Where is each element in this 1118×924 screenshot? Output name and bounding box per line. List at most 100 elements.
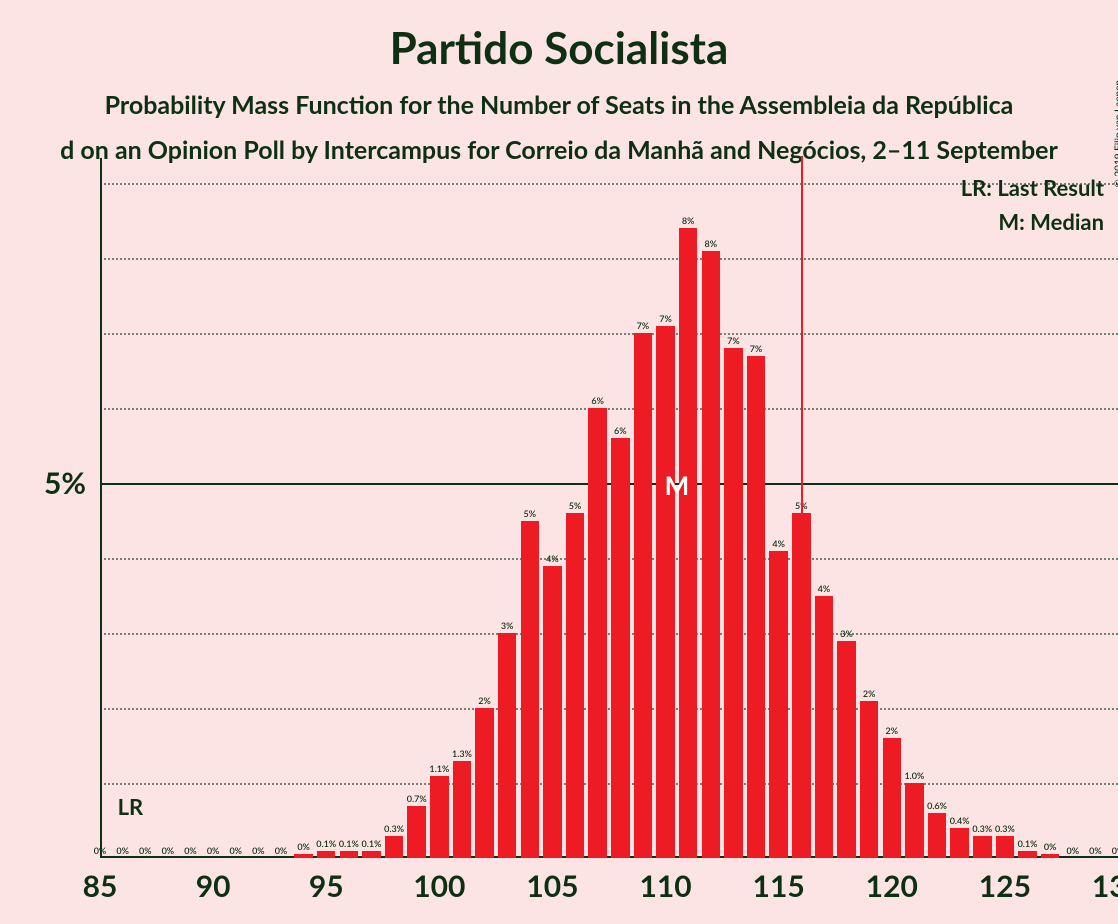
pmf-bar-label: 0% xyxy=(1112,845,1118,858)
x-axis-label: 85 xyxy=(83,858,118,904)
pmf-bar: 6% xyxy=(611,438,630,858)
pmf-bar-label: 4% xyxy=(772,538,785,551)
pmf-bar-label: 0% xyxy=(297,841,310,854)
pmf-bar-label: 2% xyxy=(886,725,899,738)
pmf-bar-label: 2% xyxy=(863,688,876,701)
x-axis-label: 95 xyxy=(309,858,344,904)
pmf-bar-label: 5% xyxy=(569,500,582,513)
pmf-bar-label: 0% xyxy=(1066,845,1079,858)
pmf-bar-label: 0.3% xyxy=(384,823,404,836)
legend-last-result: LR: Last Result xyxy=(961,174,1104,201)
pmf-bar-label: 1.3% xyxy=(452,748,472,761)
pmf-bar: 7% xyxy=(724,348,743,858)
pmf-chart: 5%8590951001051101151201251300%0%0%0%0%0… xyxy=(100,168,1118,858)
pmf-bar: 0% xyxy=(294,854,313,858)
chart-subtitle-2: d on an Opinion Poll by Intercampus for … xyxy=(0,135,1118,165)
pmf-bar-label: 5% xyxy=(524,508,537,521)
pmf-bar: 2% xyxy=(475,708,494,858)
pmf-bar: 0.1% xyxy=(317,851,336,859)
legend-median: M: Median xyxy=(998,208,1104,235)
pmf-bar: 3% xyxy=(498,633,517,858)
gridline xyxy=(100,408,1118,410)
pmf-bar-label: 3% xyxy=(501,620,514,633)
pmf-bar: 0.6% xyxy=(928,813,947,858)
pmf-bar-label: 0.1% xyxy=(362,838,382,851)
lr-marker-label: LR xyxy=(118,793,144,820)
x-axis-label: 120 xyxy=(866,858,918,904)
pmf-bar: 2% xyxy=(883,738,902,858)
x-axis-label: 100 xyxy=(413,858,465,904)
pmf-bar-label: 0% xyxy=(162,845,175,858)
pmf-bar-label: 0.6% xyxy=(927,800,947,813)
gridline xyxy=(100,633,1118,635)
pmf-bar-label: 0.3% xyxy=(995,823,1015,836)
pmf-bar-label: 0% xyxy=(275,845,288,858)
pmf-bar-label: 7% xyxy=(659,313,672,326)
pmf-bar: 8% xyxy=(679,228,698,858)
pmf-bar-label: 0.1% xyxy=(316,838,336,851)
vertical-marker xyxy=(801,156,803,858)
median-marker-label: M xyxy=(665,469,690,501)
pmf-bar-label: 7% xyxy=(750,343,763,356)
pmf-bar-label: 4% xyxy=(818,583,831,596)
x-axis-label: 125 xyxy=(979,858,1031,904)
pmf-bar-label: 7% xyxy=(637,320,650,333)
pmf-bar-label: 0% xyxy=(1044,841,1057,854)
gridline xyxy=(100,333,1118,335)
pmf-bar: 1.0% xyxy=(905,783,924,858)
gridline xyxy=(100,558,1118,560)
pmf-bar: 5% xyxy=(566,513,585,858)
pmf-bar-label: 4% xyxy=(546,553,559,566)
pmf-bar-label: 7% xyxy=(727,335,740,348)
y-axis-label: 5% xyxy=(44,465,100,501)
x-axis-label: 105 xyxy=(526,858,578,904)
pmf-bar: 4% xyxy=(769,551,788,859)
pmf-bar-label: 1.1% xyxy=(429,763,449,776)
pmf-bar: 2% xyxy=(860,701,879,859)
pmf-bar-label: 6% xyxy=(614,425,627,438)
pmf-bar: 6% xyxy=(588,408,607,858)
chart-subtitle-1: Probability Mass Function for the Number… xyxy=(0,90,1118,120)
pmf-bar-label: 0.7% xyxy=(407,793,427,806)
pmf-bar-label: 0.3% xyxy=(972,823,992,836)
x-axis-label: 90 xyxy=(196,858,231,904)
pmf-bar: 7% xyxy=(656,326,675,859)
pmf-bar: 8% xyxy=(702,251,721,859)
gridline xyxy=(100,708,1118,710)
pmf-bar-label: 0% xyxy=(139,845,152,858)
pmf-bar: 0.3% xyxy=(973,836,992,859)
pmf-bar-label: 0% xyxy=(207,845,220,858)
x-axis-label: 130 xyxy=(1092,858,1118,904)
pmf-bar-label: 8% xyxy=(705,238,718,251)
pmf-bar-label: 0.1% xyxy=(339,838,359,851)
pmf-bar-label: 0% xyxy=(94,845,107,858)
pmf-bar: 0.1% xyxy=(362,851,381,859)
pmf-bar: 0.1% xyxy=(1018,851,1037,859)
pmf-bar-label: 2% xyxy=(478,695,491,708)
pmf-bar: 0.3% xyxy=(996,836,1015,859)
pmf-bar-label: 0% xyxy=(229,845,242,858)
pmf-bar-label: 6% xyxy=(591,395,604,408)
pmf-bar: 1.3% xyxy=(453,761,472,859)
pmf-bar-label: 3% xyxy=(840,628,853,641)
pmf-bar-label: 1.0% xyxy=(904,770,924,783)
pmf-bar: 0.1% xyxy=(340,851,359,859)
pmf-bar: 1.1% xyxy=(430,776,449,859)
gridline xyxy=(100,258,1118,260)
pmf-bar-label: 0% xyxy=(184,845,197,858)
pmf-bar: 0.3% xyxy=(385,836,404,859)
pmf-bar: 0% xyxy=(1041,854,1060,858)
gridline xyxy=(100,483,1118,485)
pmf-bar: 7% xyxy=(634,333,653,858)
pmf-bar: 0.7% xyxy=(407,806,426,859)
y-axis-line xyxy=(100,158,102,858)
x-axis-label: 110 xyxy=(639,858,691,904)
pmf-bar-label: 0% xyxy=(1089,845,1102,858)
pmf-bar: 4% xyxy=(543,566,562,859)
pmf-bar: 3% xyxy=(837,641,856,859)
pmf-bar: 5% xyxy=(521,521,540,859)
pmf-bar-label: 0% xyxy=(252,845,265,858)
pmf-bar-label: 8% xyxy=(682,215,695,228)
chart-title: Partido Socialista xyxy=(0,0,1118,74)
pmf-bar: 4% xyxy=(815,596,834,859)
